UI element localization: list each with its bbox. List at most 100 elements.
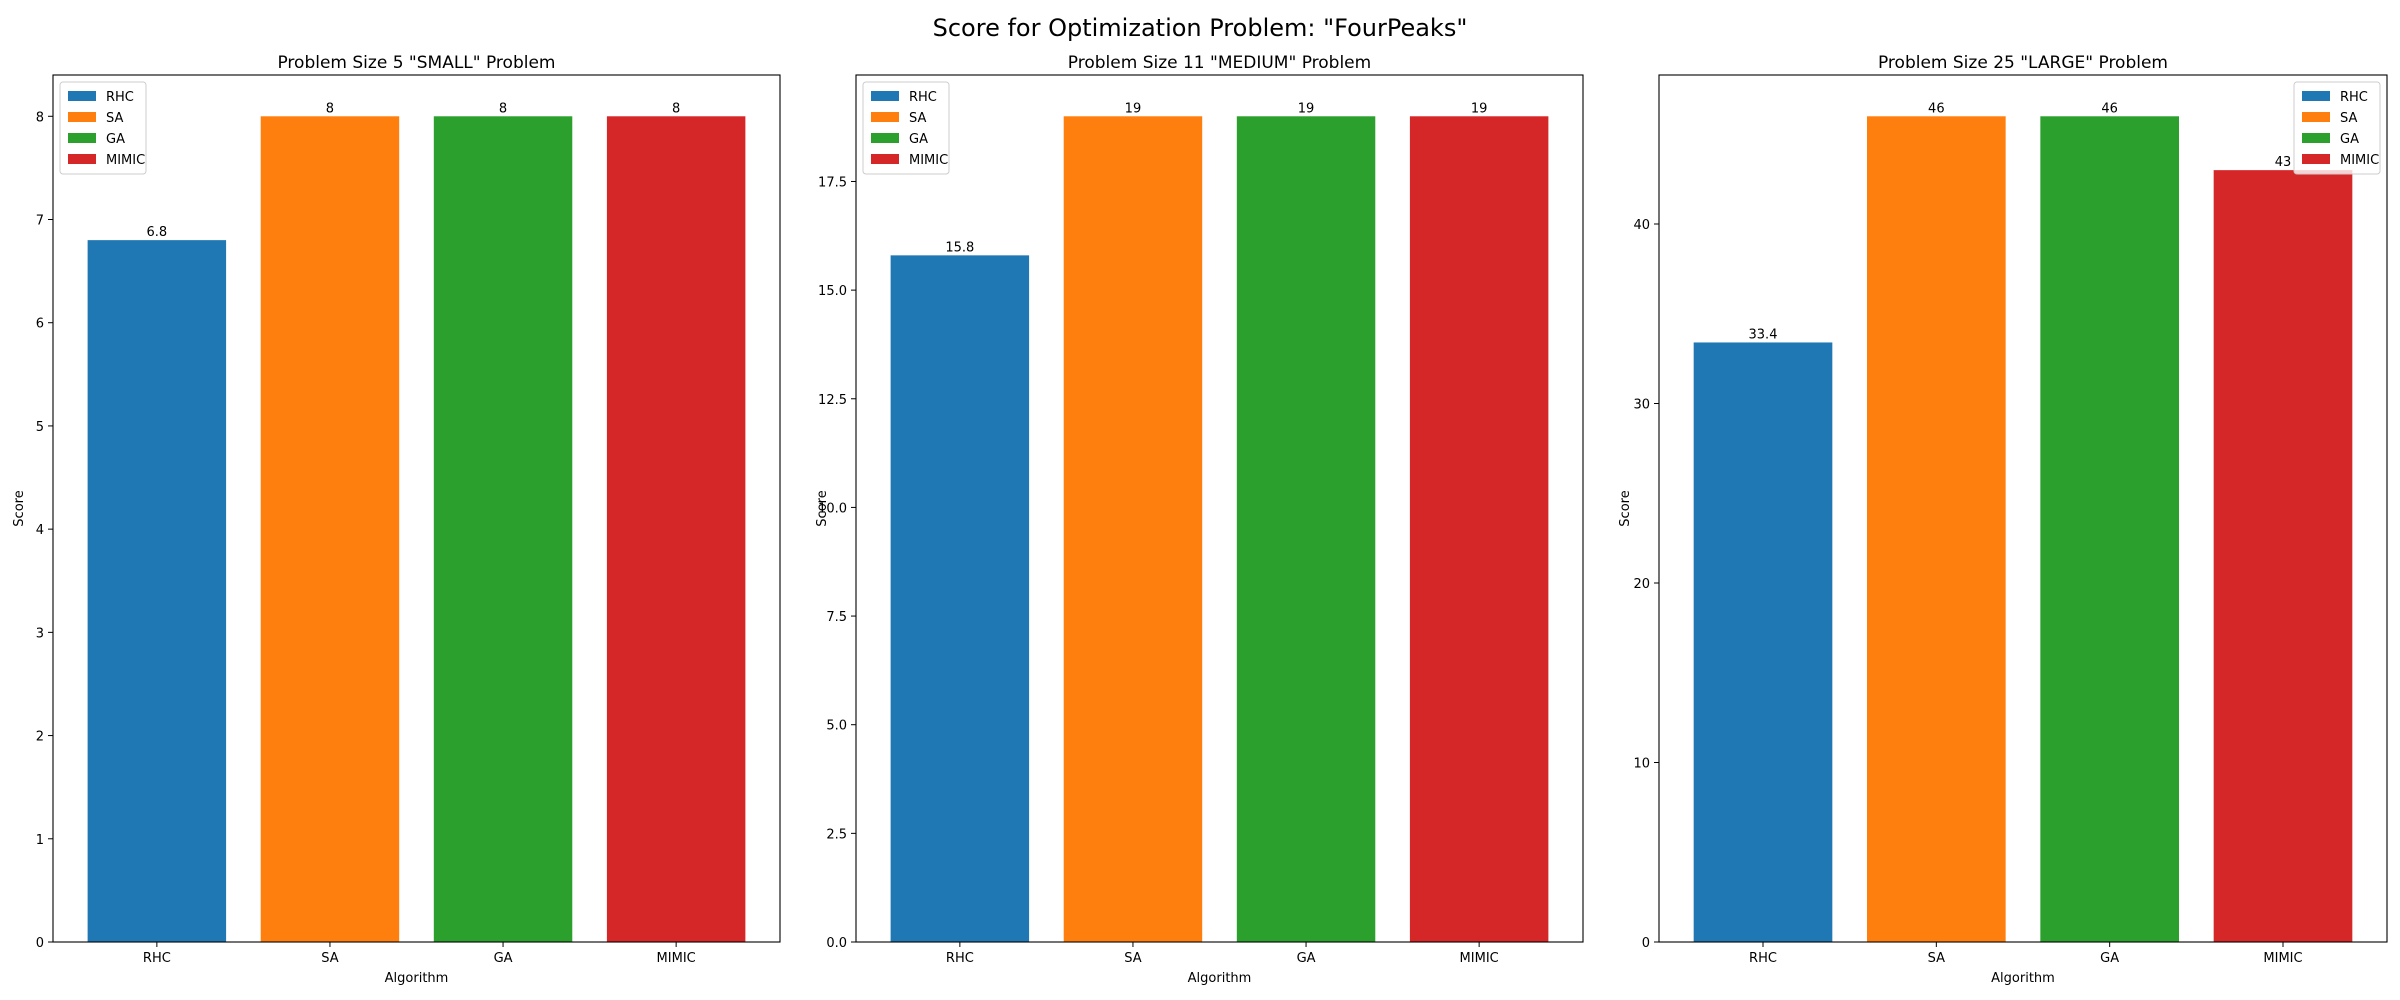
legend-swatch-ga: [2302, 133, 2330, 143]
value-label-ga: 8: [499, 101, 507, 116]
bar-sa: [1063, 116, 1203, 943]
y-tick-label: 7: [36, 214, 44, 229]
legend-label-ga: GA: [2340, 132, 2359, 147]
bar-sa: [1867, 116, 2006, 943]
value-label-rhc: 15.8: [945, 240, 974, 255]
bar-ga: [2040, 116, 2179, 943]
bar-rhc: [87, 240, 227, 943]
legend-swatch-sa: [2302, 112, 2330, 122]
y-tick-label: 17.5: [818, 175, 847, 190]
x-tick-label-mimic: MIMIC: [657, 951, 696, 966]
legend: RHC SA GA MIMIC: [59, 81, 147, 175]
y-tick-label: 20: [1633, 577, 1650, 592]
legend-label-ga: GA: [909, 132, 928, 147]
x-tick-label-mimic: MIMIC: [1460, 951, 1499, 966]
x-tick-label-rhc: RHC: [946, 951, 974, 966]
x-axis-label: Algorithm: [385, 971, 449, 986]
legend-swatch-rhc: [2302, 91, 2330, 101]
y-tick-label: 30: [1633, 397, 1650, 412]
bar-ga: [433, 116, 573, 943]
y-tick-label: 1: [36, 833, 44, 848]
value-label-ga: 19: [1298, 101, 1315, 116]
subplot-2: Problem Size 11 "MEDIUM" Problem 15.8 19 19…: [815, 53, 1584, 986]
x-tick-label-ga: GA: [494, 951, 513, 966]
bar-mimic: [2213, 170, 2353, 942]
bar-rhc: [890, 255, 1030, 942]
y-axis-label: Score: [1618, 490, 1633, 526]
y-tick-label: 7.5: [826, 610, 847, 625]
bar-sa: [260, 116, 400, 943]
value-label-sa: 19: [1125, 101, 1142, 116]
legend-swatch-sa: [871, 112, 899, 122]
subplot-1: Problem Size 5 "SMALL" Problem 6.8 8 8 8 0 1 2 3…: [12, 53, 781, 986]
y-tick-label: 6: [36, 317, 44, 332]
legend-label-rhc: RHC: [909, 90, 937, 105]
value-label-mimic: 8: [672, 101, 680, 116]
y-axis-label: Score: [815, 490, 830, 526]
value-label-mimic: 43: [2275, 155, 2292, 170]
y-tick-label: 2.5: [826, 827, 847, 842]
legend-swatch-ga: [871, 133, 899, 143]
legend-swatch-mimic: [68, 154, 96, 164]
legend-swatch-rhc: [68, 91, 96, 101]
x-tick-label-ga: GA: [1297, 951, 1316, 966]
y-tick-label: 8: [36, 110, 44, 125]
y-tick-label: 5.0: [826, 719, 847, 734]
legend-swatch-mimic: [2302, 154, 2330, 164]
legend-box: [59, 81, 147, 175]
legend-label-rhc: RHC: [106, 90, 134, 105]
x-axis-label: Algorithm: [1991, 971, 2055, 986]
subplot-title: Problem Size 25 "LARGE" Problem: [1878, 53, 2168, 73]
value-label-mimic: 19: [1471, 101, 1488, 116]
value-label-rhc: 6.8: [147, 225, 168, 240]
y-tick-label: 5: [36, 420, 44, 435]
value-label-ga: 46: [2101, 101, 2118, 116]
y-tick-label: 40: [1633, 218, 1650, 233]
legend-swatch-rhc: [871, 91, 899, 101]
x-axis-label: Algorithm: [1188, 971, 1252, 986]
x-tick-label-rhc: RHC: [1749, 951, 1777, 966]
y-tick-label: 12.5: [818, 393, 847, 408]
bar-rhc: [1693, 342, 1833, 943]
legend-label-sa: SA: [106, 111, 123, 126]
x-tick-label-rhc: RHC: [143, 951, 171, 966]
legend-label-mimic: MIMIC: [2340, 153, 2379, 168]
y-tick-label: 10.0: [818, 501, 847, 516]
bar-ga: [1236, 116, 1376, 943]
y-tick-label: 0.0: [826, 936, 847, 951]
y-tick-label: 4: [36, 523, 44, 538]
axes-frame: [1658, 74, 2388, 943]
subplot-title: Problem Size 5 "SMALL" Problem: [277, 53, 555, 73]
value-label-rhc: 33.4: [1749, 327, 1778, 342]
axes-frame: [52, 74, 781, 943]
x-tick-label-sa: SA: [1928, 951, 1945, 966]
y-axis-label: Score: [12, 490, 27, 526]
legend-swatch-sa: [68, 112, 96, 122]
legend-label-mimic: MIMIC: [909, 153, 948, 168]
legend-label-ga: GA: [106, 132, 125, 147]
x-tick-label-sa: SA: [1124, 951, 1141, 966]
legend-box: [862, 81, 950, 175]
bar-mimic: [1409, 116, 1549, 943]
legend-swatch-mimic: [871, 154, 899, 164]
axes-frame: [855, 74, 1584, 943]
legend-label-sa: SA: [2340, 111, 2357, 126]
legend-box: [2293, 81, 2381, 175]
legend-label-sa: SA: [909, 111, 926, 126]
y-tick-label: 10: [1633, 756, 1650, 771]
x-tick-label-mimic: MIMIC: [2263, 951, 2302, 966]
value-label-sa: 8: [326, 101, 334, 116]
x-tick-label-ga: GA: [2100, 951, 2119, 966]
subplot-title: Problem Size 11 "MEDIUM" Problem: [1068, 53, 1371, 73]
y-tick-label: 0: [36, 936, 44, 951]
legend-swatch-ga: [68, 133, 96, 143]
y-tick-label: 3: [36, 626, 44, 641]
x-tick-label-sa: SA: [321, 951, 338, 966]
legend: RHC SA GA MIMIC: [2293, 81, 2381, 175]
bar-mimic: [606, 116, 746, 943]
y-tick-label: 15.0: [818, 284, 847, 299]
y-tick-label: 2: [36, 730, 44, 745]
y-tick-label: 0: [1642, 936, 1650, 951]
